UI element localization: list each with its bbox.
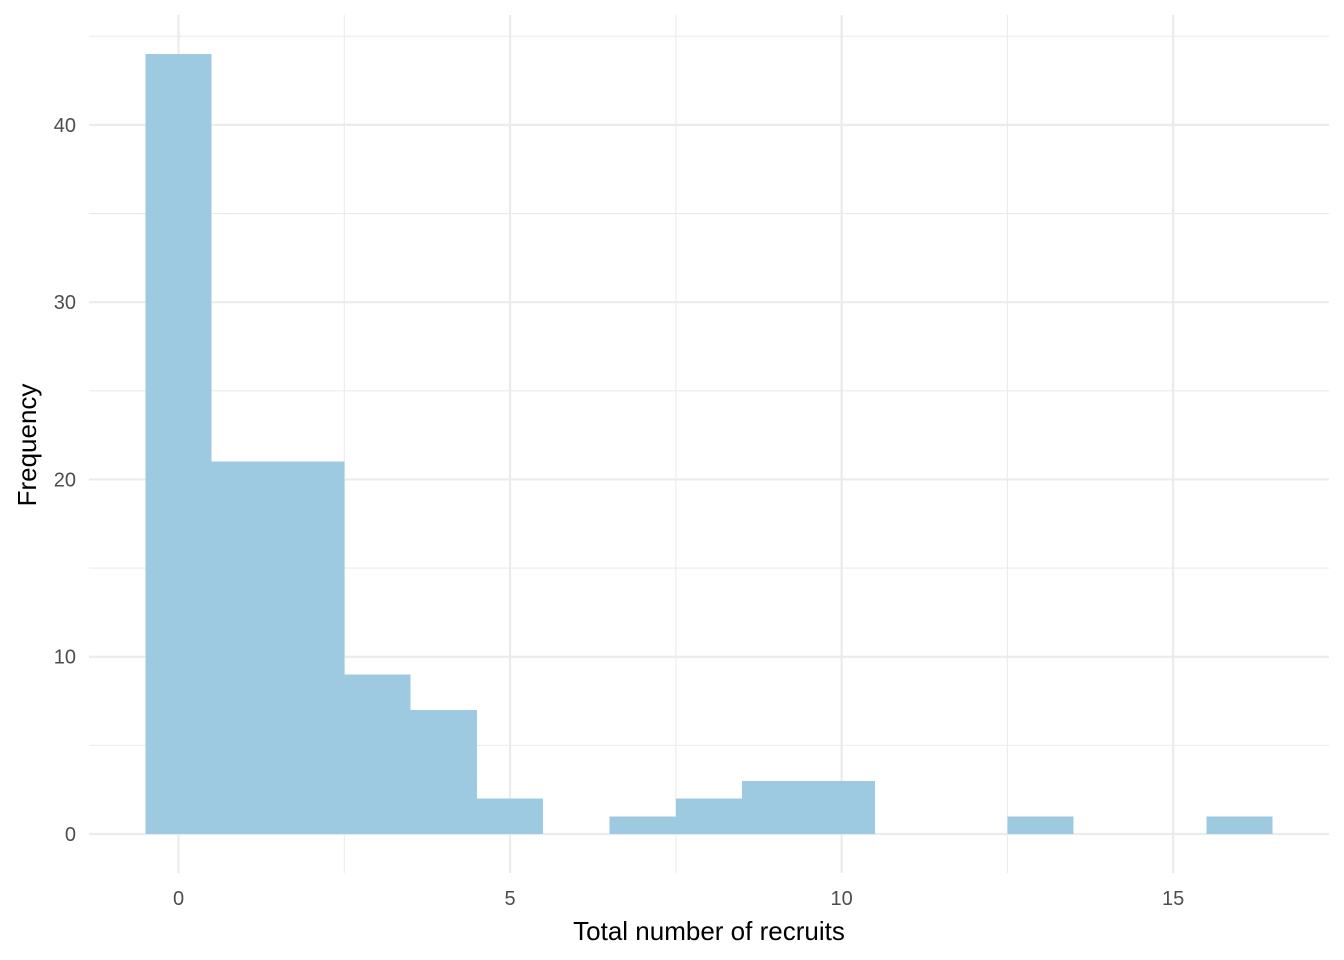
x-tick-label: 15: [1162, 888, 1184, 910]
histogram-bar: [277, 461, 345, 834]
x-tick-label: 0: [173, 888, 184, 910]
histogram-bar: [344, 674, 411, 834]
x-axis-title: Total number of recruits: [573, 916, 845, 946]
y-tick-label: 30: [54, 292, 76, 314]
histogram-bar: [1007, 816, 1074, 834]
y-axis-ticks: 0 10 20 30 40: [54, 115, 76, 846]
histogram-bar: [1206, 816, 1273, 834]
x-tick-label: 10: [830, 888, 852, 910]
y-tick-label: 40: [54, 115, 76, 137]
histogram-bars: [145, 54, 1273, 834]
y-tick-label: 10: [54, 647, 76, 669]
histogram-bar: [410, 709, 477, 834]
histogram-bar: [808, 780, 875, 834]
x-axis-ticks: 0 5 10 15: [173, 888, 1184, 910]
histogram-bar: [211, 461, 278, 834]
histogram-bar: [742, 780, 809, 834]
histogram-bar: [609, 816, 676, 834]
y-tick-label: 0: [65, 824, 76, 846]
y-tick-label: 20: [54, 469, 76, 491]
y-axis-title: Frequency: [12, 384, 42, 507]
histogram-bar: [476, 798, 544, 834]
histogram-bar: [675, 798, 743, 834]
x-tick-label: 5: [505, 888, 516, 910]
histogram-bar: [145, 54, 212, 834]
